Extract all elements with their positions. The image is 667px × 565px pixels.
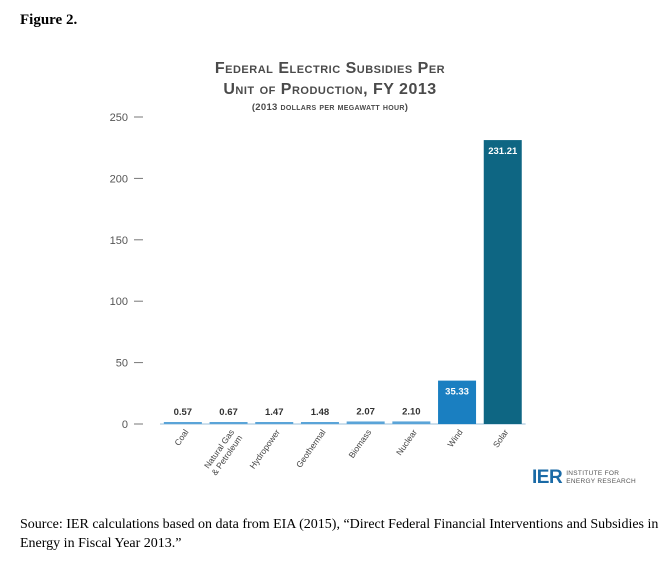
bar-value-label: 231.21 (488, 146, 518, 157)
ier-logo: IER INSTITUTE FOR ENERGY RESEARCH (532, 467, 636, 489)
ier-logo-line2: ENERGY RESEARCH (566, 478, 636, 485)
bar-value-label: 0.67 (219, 407, 238, 418)
y-tick-label: 100 (110, 296, 128, 308)
x-tick-label: Geothermal (294, 427, 328, 469)
bar-value-label: 1.47 (265, 407, 284, 418)
bar (255, 422, 294, 424)
y-tick-label: 200 (110, 173, 128, 185)
chart-title-line1: Federal Electric Subsidies Per (214, 60, 446, 77)
chart-title: Federal Electric Subsidies Per Unit of P… (150, 58, 510, 100)
ier-logo-line1: INSTITUTE FOR (566, 470, 620, 477)
chart-title-line2: Unit of Production, FY 2013 (223, 81, 437, 98)
bar-chart: 0 50 100 150 200 250 0.57 Coal 0.67 Natural Gas& … (110, 112, 526, 477)
bar-value-label: 2.07 (356, 406, 375, 417)
bar (209, 422, 248, 424)
figure-label: Figure 2. (20, 12, 78, 28)
x-tick-label: Nuclear (394, 427, 419, 457)
ier-logo-mark: IER (532, 467, 563, 488)
bar-value-label: 35.33 (445, 387, 469, 398)
source-note: Source: IER calculations based on data f… (20, 517, 659, 551)
x-tick-label: Solar (491, 427, 511, 449)
y-tick-label: 50 (116, 358, 128, 370)
x-tick-label: Hydropower (247, 427, 282, 470)
bar (438, 380, 477, 424)
bar-value-label: 0.57 (174, 407, 193, 418)
y-tick-label: 250 (110, 112, 128, 124)
bar-value-label: 2.10 (402, 406, 421, 417)
bar (163, 422, 202, 424)
y-tick-label: 0 (122, 419, 128, 431)
x-tick-label: Coal (172, 427, 190, 447)
x-tick-label: Wind (445, 427, 464, 449)
ier-logo-text: INSTITUTE FOR ENERGY RESEARCH (566, 470, 636, 486)
bar (346, 421, 385, 424)
x-tick-label: Natural Gas& Petroleum (201, 427, 244, 477)
bar (483, 140, 522, 424)
chart-subtitle: (2013 dollars per megawatt hour) (251, 102, 409, 113)
bar-value-label: 1.48 (311, 407, 330, 418)
bar (300, 422, 339, 424)
bar (392, 421, 431, 424)
y-tick-label: 150 (110, 235, 128, 247)
x-tick-label: Biomass (346, 427, 373, 459)
